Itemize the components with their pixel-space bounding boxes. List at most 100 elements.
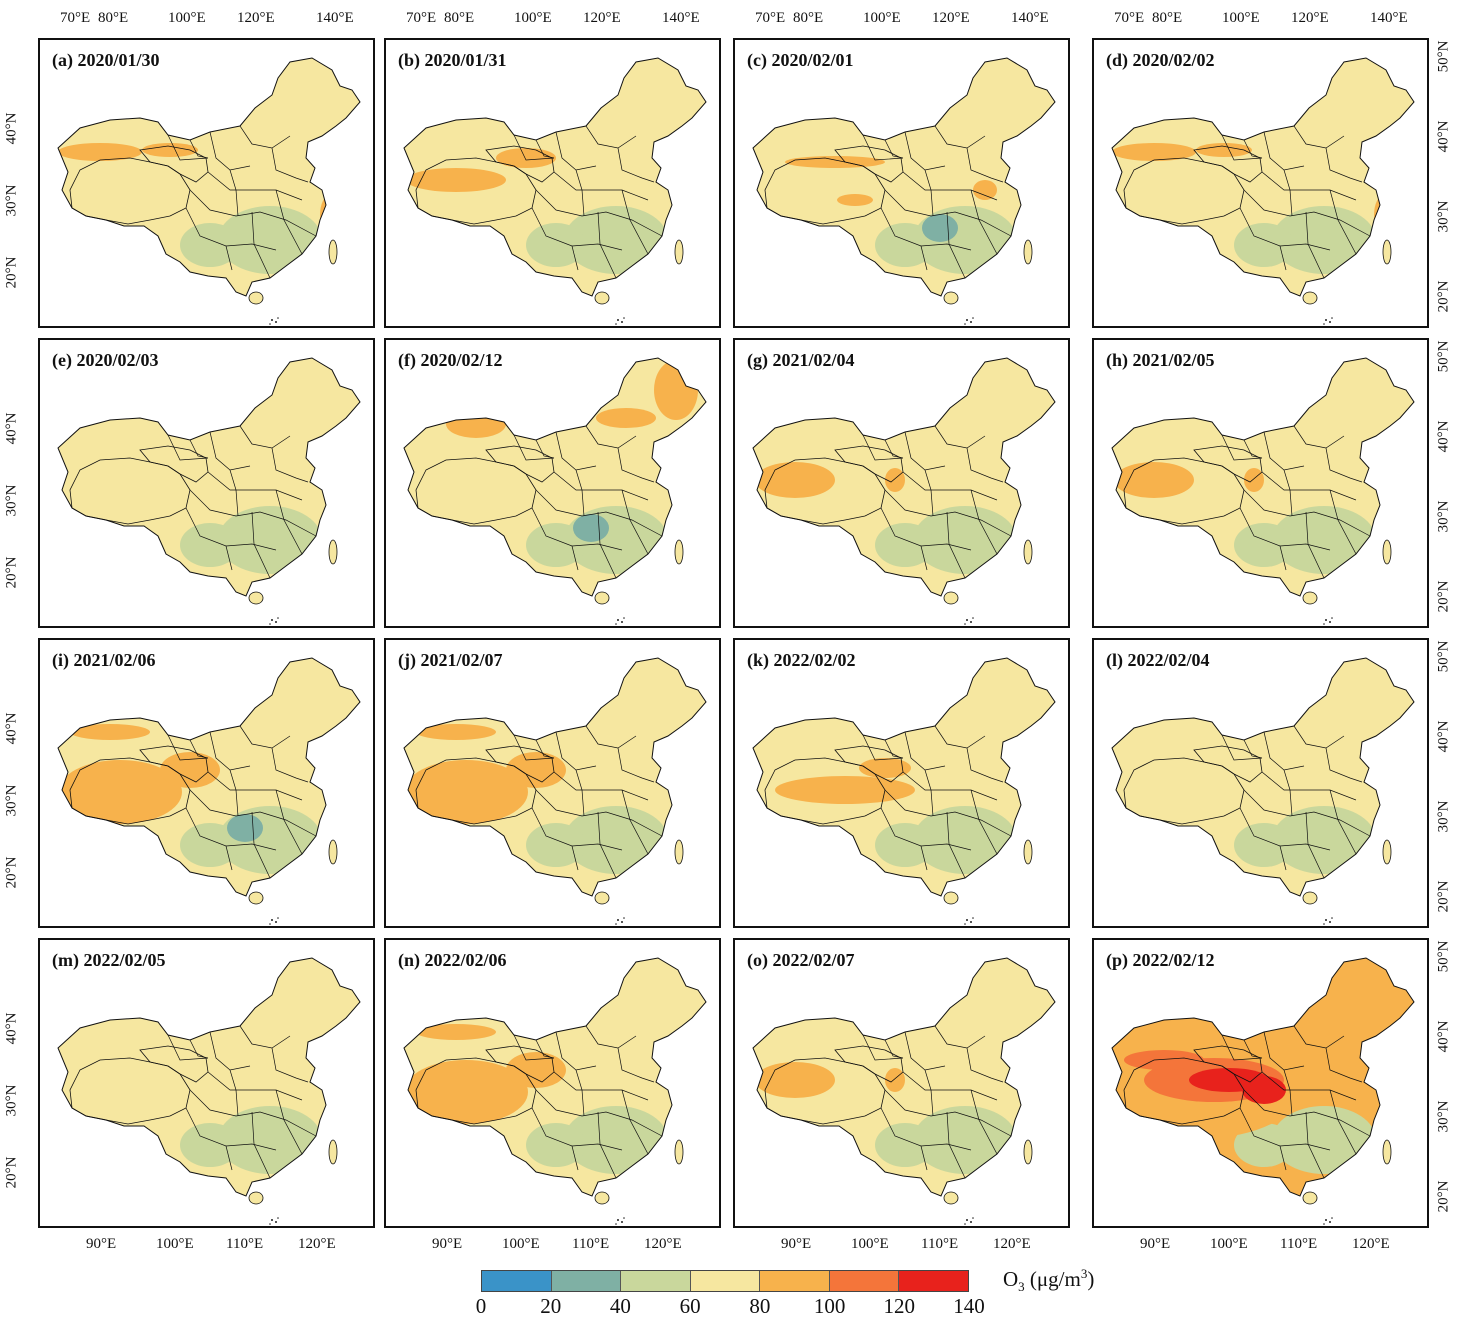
legend-swatch — [760, 1271, 830, 1291]
top-lon-tick: 70°E — [406, 10, 437, 26]
china-map — [57, 657, 361, 925]
china-map — [1111, 657, 1415, 925]
legend-swatch — [551, 1271, 622, 1291]
top-lon-tick: 80°E — [793, 10, 824, 26]
bottom-lon-tick: 90°E — [1140, 1236, 1171, 1252]
bottom-lon-tick: 120°E — [298, 1236, 336, 1252]
right-lat-tick: 40°N — [1435, 420, 1452, 453]
map-panel: (e) 2020/02/03 — [38, 338, 375, 628]
right-lat-tick: 40°N — [1435, 120, 1452, 153]
bottom-lon-tick: 90°E — [781, 1236, 812, 1252]
bottom-lon-tick: 100°E — [1210, 1236, 1248, 1252]
panel-title: (l) 2022/02/04 — [1106, 650, 1210, 670]
top-lon-tick: 120°E — [237, 10, 275, 26]
map-panel: (o) 2022/02/07 — [733, 938, 1070, 1228]
left-lat-tick: 30°N — [3, 484, 20, 517]
left-lat-tick: 40°N — [3, 1012, 20, 1045]
right-lat-tick: 20°N — [1435, 280, 1452, 313]
bottom-lon-tick: 110°E — [1280, 1236, 1318, 1252]
left-lat-tick: 20°N — [3, 1156, 20, 1189]
legend-tick: 20 — [540, 1294, 562, 1318]
legend-swatch — [690, 1271, 761, 1291]
panel-title: (i) 2021/02/06 — [52, 650, 156, 670]
legend-title: O3 (μg/m3) — [1003, 1266, 1095, 1295]
map-panel: (c) 2020/02/01 — [733, 38, 1070, 328]
panel-title: (h) 2021/02/05 — [1106, 350, 1215, 370]
top-lon-tick: 100°E — [1222, 10, 1260, 26]
left-lat-tick: 40°N — [3, 412, 20, 445]
china-map — [752, 957, 1056, 1225]
china-map — [57, 357, 361, 625]
bottom-lon-tick: 110°E — [226, 1236, 264, 1252]
legend-swatch — [829, 1271, 900, 1291]
bottom-lon-tick: 100°E — [851, 1236, 889, 1252]
legend-tick: 80 — [749, 1294, 771, 1318]
right-lat-tick: 30°N — [1435, 500, 1452, 533]
legend-tick: 40 — [609, 1294, 631, 1318]
map-panel: (i) 2021/02/06 — [38, 638, 375, 928]
map-panel: (n) 2022/02/06 — [384, 938, 721, 1228]
top-lon-tick: 140°E — [662, 10, 700, 26]
panel-title: (o) 2022/02/07 — [747, 950, 855, 970]
bottom-lon-tick: 90°E — [432, 1236, 463, 1252]
panel-title: (j) 2021/02/07 — [398, 650, 503, 670]
china-map — [752, 657, 1056, 925]
map-panel: (l) 2022/02/04 — [1092, 638, 1429, 928]
right-lat-tick: 20°N — [1435, 880, 1452, 913]
top-lon-tick: 120°E — [583, 10, 621, 26]
right-lat-tick: 40°N — [1435, 720, 1452, 753]
china-map — [1111, 357, 1415, 625]
legend-tick: 60 — [679, 1294, 701, 1318]
panel-title: (k) 2022/02/02 — [747, 650, 856, 670]
top-lon-tick: 140°E — [1370, 10, 1408, 26]
map-panel: (h) 2021/02/05 — [1092, 338, 1429, 628]
top-lon-tick: 70°E — [755, 10, 786, 26]
left-lat-tick: 20°N — [3, 556, 20, 589]
china-map — [57, 957, 361, 1225]
legend-tick: 120 — [883, 1294, 916, 1318]
panel-title: (n) 2022/02/06 — [398, 950, 507, 970]
china-map — [1111, 57, 1415, 325]
top-lon-tick: 120°E — [932, 10, 970, 26]
china-map — [403, 57, 707, 325]
left-lat-tick: 30°N — [3, 784, 20, 817]
panel-title: (f) 2020/02/12 — [398, 350, 503, 370]
top-lon-tick: 120°E — [1291, 10, 1329, 26]
panel-title: (d) 2020/02/02 — [1106, 50, 1215, 70]
right-lat-tick: 30°N — [1435, 200, 1452, 233]
bottom-lon-tick: 110°E — [921, 1236, 959, 1252]
panel-title: (g) 2021/02/04 — [747, 350, 855, 370]
china-map — [1111, 957, 1415, 1225]
left-lat-tick: 20°N — [3, 256, 20, 289]
panel-title: (e) 2020/02/03 — [52, 350, 159, 370]
bottom-lon-tick: 120°E — [993, 1236, 1031, 1252]
china-map — [752, 357, 1056, 625]
colorbar — [481, 1270, 969, 1292]
legend-swatch — [621, 1271, 691, 1291]
bottom-lon-tick: 110°E — [572, 1236, 610, 1252]
map-panel: (p) 2022/02/12 — [1092, 938, 1429, 1228]
map-panel: (d) 2020/02/02 — [1092, 38, 1429, 328]
legend-swatch — [899, 1271, 969, 1291]
legend-tick: 100 — [813, 1294, 846, 1318]
map-panel: (m) 2022/02/05 — [38, 938, 375, 1228]
left-lat-tick: 20°N — [3, 856, 20, 889]
right-lat-tick: 50°N — [1435, 340, 1452, 373]
top-lon-tick: 80°E — [444, 10, 475, 26]
china-map — [752, 57, 1056, 325]
panel-title: (a) 2020/01/30 — [52, 50, 160, 70]
right-lat-tick: 30°N — [1435, 1100, 1452, 1133]
map-panel: (b) 2020/01/31 — [384, 38, 721, 328]
china-map — [403, 357, 707, 625]
bottom-lon-tick: 100°E — [502, 1236, 540, 1252]
china-map — [403, 657, 707, 925]
right-lat-tick: 50°N — [1435, 640, 1452, 673]
bottom-lon-tick: 90°E — [86, 1236, 117, 1252]
top-lon-tick: 80°E — [98, 10, 129, 26]
map-panel: (j) 2021/02/07 — [384, 638, 721, 928]
bottom-lon-tick: 100°E — [156, 1236, 194, 1252]
china-map — [57, 57, 361, 325]
right-lat-tick: 50°N — [1435, 40, 1452, 73]
top-lon-tick: 100°E — [514, 10, 552, 26]
legend-tick: 140 — [953, 1294, 985, 1318]
